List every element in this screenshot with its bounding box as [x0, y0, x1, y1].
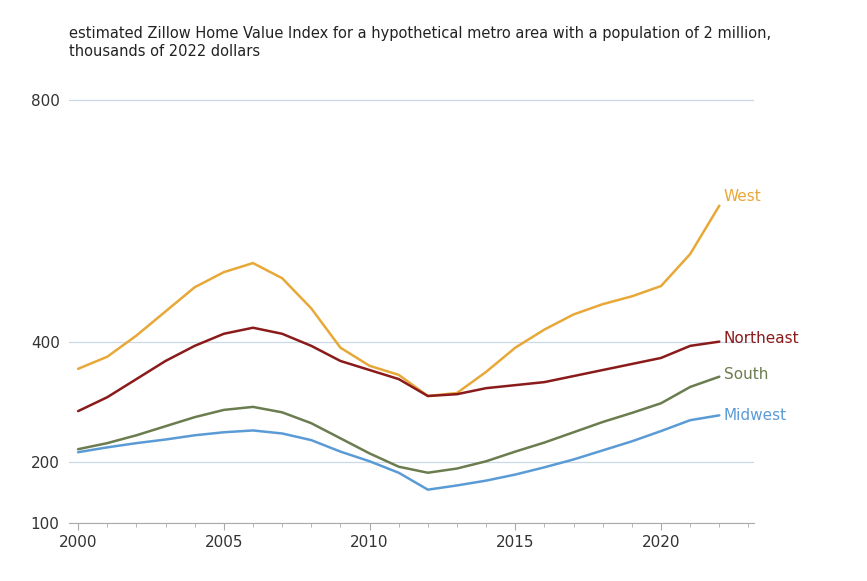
Text: Midwest: Midwest [724, 408, 787, 423]
Text: estimated Zillow Home Value Index for a hypothetical metro area with a populatio: estimated Zillow Home Value Index for a … [69, 26, 772, 59]
Text: Northeast: Northeast [724, 331, 799, 346]
Text: West: West [724, 189, 761, 204]
Text: South: South [724, 367, 768, 382]
